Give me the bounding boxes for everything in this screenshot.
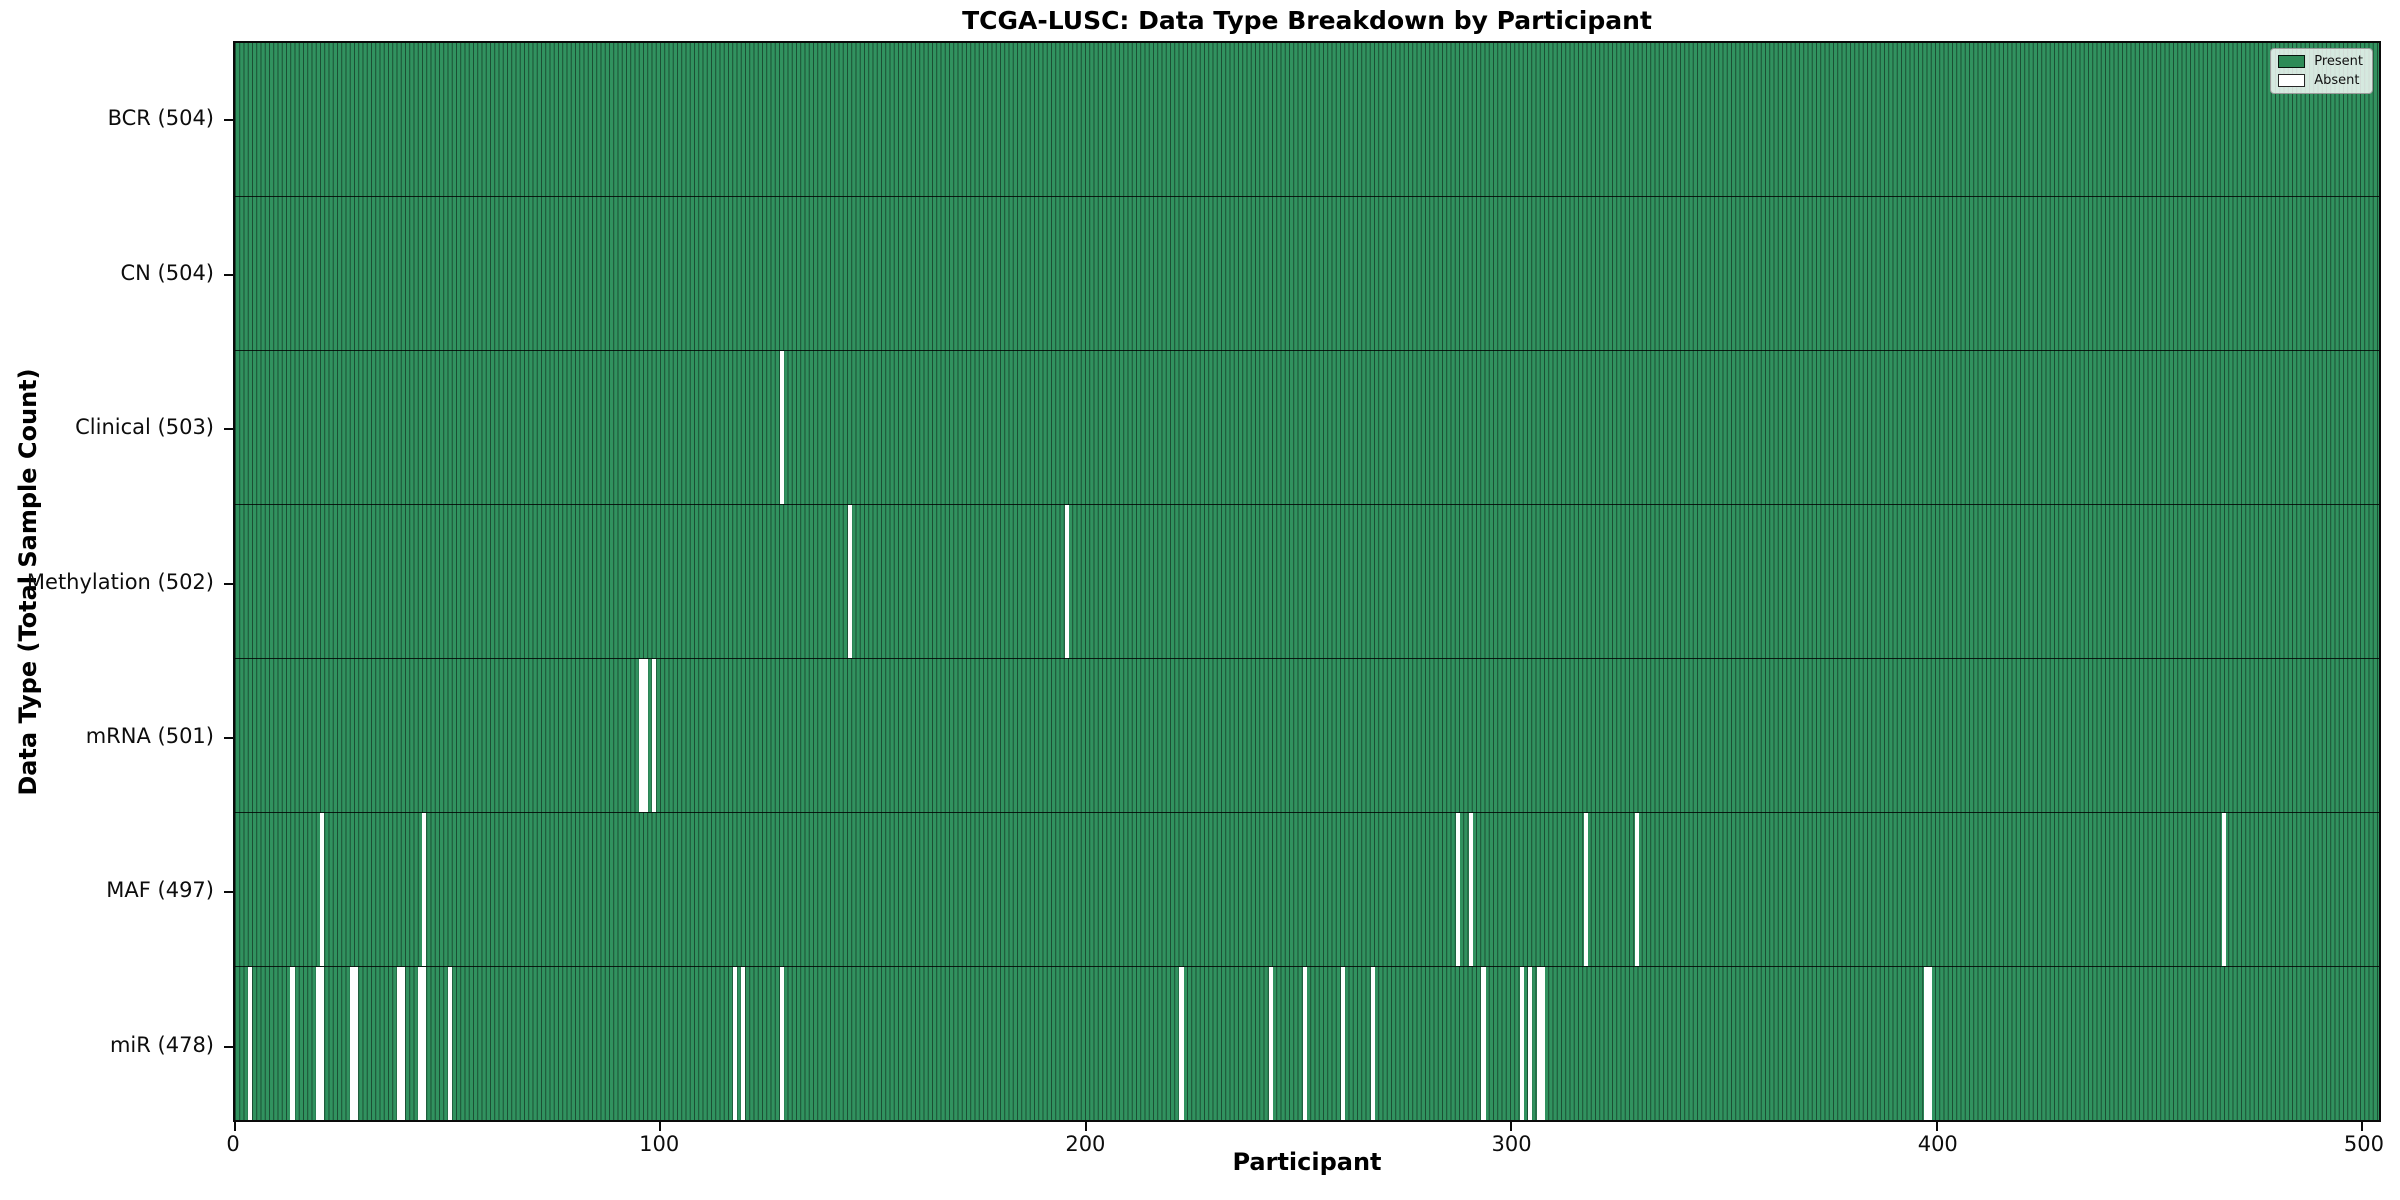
y-tick-mark <box>224 582 233 585</box>
absent-mark <box>1455 813 1461 966</box>
absent-mark <box>1341 967 1346 1120</box>
absent-mark <box>1179 967 1184 1120</box>
absent-mark <box>1481 967 1486 1120</box>
absent-mark <box>349 967 355 1120</box>
absent-mark <box>422 813 427 966</box>
x-tick-mark <box>659 1122 662 1131</box>
absent-mark <box>1064 505 1069 658</box>
absent-mark <box>1302 967 1307 1120</box>
absent-mark <box>417 967 423 1120</box>
absent-mark <box>396 967 401 1120</box>
x-tick-label: 400 <box>1917 1132 1958 1156</box>
y-tick-label: Methylation (502) <box>26 569 214 594</box>
heatmap-row-mRNA <box>235 659 2379 813</box>
absent-mark <box>1540 967 1546 1120</box>
y-tick-mark <box>224 1045 233 1048</box>
chart-title: TCGA-LUSC: Data Type Breakdown by Partic… <box>962 6 1652 35</box>
absent-mark <box>1536 967 1541 1120</box>
absent-mark <box>643 659 648 812</box>
heatmap-row-Clinical <box>235 351 2379 505</box>
absent-mark <box>847 505 852 658</box>
absent-mark <box>400 967 406 1120</box>
absent-mark <box>779 967 784 1120</box>
legend-entry: Absent <box>2278 73 2363 88</box>
absent-mark <box>741 967 746 1120</box>
absent-mark <box>1634 813 1639 966</box>
legend-label: Present <box>2314 54 2363 69</box>
absent-mark <box>1268 967 1273 1120</box>
legend-swatch-present <box>2278 55 2306 68</box>
y-tick-label: Clinical (503) <box>75 415 214 440</box>
y-tick-mark <box>224 736 233 739</box>
legend: Present Absent <box>2270 48 2373 94</box>
x-tick-label: 200 <box>1065 1132 1106 1156</box>
x-tick-mark <box>2360 1122 2363 1131</box>
absent-mark <box>247 967 252 1120</box>
x-tick-label: 0 <box>226 1132 240 1156</box>
y-tick-label: miR (478) <box>109 1032 214 1057</box>
y-tick-mark <box>224 428 233 431</box>
absent-mark <box>1583 813 1588 966</box>
y-tick-mark <box>224 273 233 276</box>
x-axis-label: Participant <box>1232 1148 1382 1176</box>
absent-mark <box>1923 967 1929 1120</box>
absent-mark <box>651 659 657 812</box>
absent-mark <box>1468 813 1473 966</box>
absent-mark <box>1528 967 1533 1120</box>
y-tick-label: MAF (497) <box>106 878 214 903</box>
absent-mark <box>447 967 452 1120</box>
heatmap-row-Methylation <box>235 505 2379 659</box>
absent-mark <box>1519 967 1524 1120</box>
y-tick-mark <box>224 119 233 122</box>
x-tick-mark <box>1084 1122 1087 1131</box>
x-tick-mark <box>234 1122 236 1131</box>
legend-swatch-absent <box>2278 74 2306 87</box>
absent-mark <box>290 967 295 1120</box>
heatmap-row-CN <box>235 197 2379 351</box>
heatmap-row-MAF <box>235 813 2379 967</box>
y-tick-label: CN (504) <box>120 260 214 285</box>
absent-mark <box>2221 813 2226 966</box>
heatmap-rows <box>235 43 2379 1120</box>
absent-mark <box>320 967 325 1120</box>
heatmap-row-miR <box>235 967 2379 1120</box>
x-tick-label: 500 <box>2343 1132 2384 1156</box>
x-tick-mark <box>1935 1122 1938 1131</box>
absent-mark <box>422 967 427 1120</box>
legend-entry: Present <box>2278 54 2363 69</box>
absent-mark <box>315 967 321 1120</box>
absent-mark <box>1370 967 1376 1120</box>
x-tick-label: 300 <box>1491 1132 1532 1156</box>
y-tick-label: mRNA (501) <box>85 723 214 748</box>
y-tick-mark <box>224 891 233 894</box>
absent-mark <box>320 813 325 966</box>
absent-mark <box>639 659 644 812</box>
y-tick-label: BCR (504) <box>107 106 214 131</box>
absent-mark <box>732 967 737 1120</box>
x-tick-label: 100 <box>639 1132 680 1156</box>
absent-mark <box>779 351 784 504</box>
absent-mark <box>1928 967 1933 1120</box>
plot-area: Present Absent <box>224 41 2381 1131</box>
heatmap-row-BCR <box>235 43 2379 197</box>
legend-label: Absent <box>2314 73 2360 88</box>
x-tick-mark <box>1510 1122 1513 1131</box>
absent-mark <box>354 967 359 1120</box>
